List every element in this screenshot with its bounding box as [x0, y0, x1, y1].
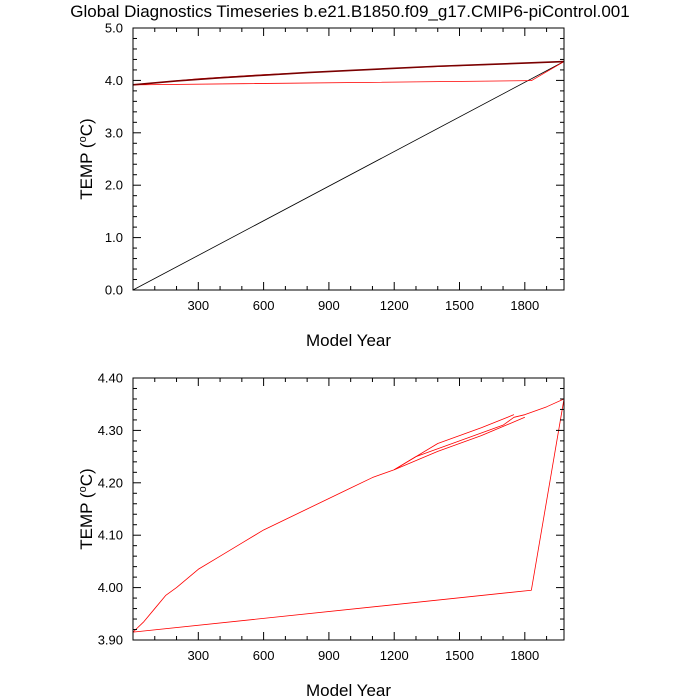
- y-tick-label: 3.90: [98, 633, 123, 648]
- series-line-red-lower: [394, 416, 525, 471]
- x-tick-label: 1200: [380, 298, 409, 313]
- y-tick-label: 3.0: [105, 125, 123, 140]
- y-tick-label: 4.30: [98, 423, 123, 438]
- x-tick-label: 600: [253, 648, 275, 663]
- x-tick-label: 900: [318, 648, 340, 663]
- bottom-panel-series: [133, 398, 564, 633]
- x-tick-label: 300: [187, 648, 209, 663]
- series-line-red: [133, 398, 564, 633]
- y-tick-label: 4.0: [105, 73, 123, 88]
- x-axis-title: Model Year: [306, 681, 391, 700]
- series-line-red-upper: [394, 414, 515, 471]
- x-tick-label: 1800: [510, 298, 539, 313]
- series-line-red: [133, 61, 564, 86]
- y-tick-label: 4.00: [98, 580, 123, 595]
- y-tick-label: 4.20: [98, 475, 123, 490]
- y-axis-title: TEMP (oC): [77, 468, 96, 549]
- x-axis-title: Model Year: [306, 331, 391, 350]
- y-tick-label: 5.0: [105, 21, 123, 36]
- chart-title: Global Diagnostics Timeseries b.e21.B185…: [70, 2, 630, 21]
- y-axis-title: TEMP (oC): [77, 118, 96, 199]
- x-tick-label: 1500: [445, 298, 474, 313]
- series-line-dark-red: [133, 60, 564, 86]
- x-tick-label: 1500: [445, 648, 474, 663]
- x-tick-label: 1800: [510, 648, 539, 663]
- x-tick-label: 600: [253, 298, 275, 313]
- top-panel-series: [133, 60, 564, 290]
- y-tick-label: 1.0: [105, 230, 123, 245]
- bottom-panel: 300 600 900 1200 1500 1800 3.90 4.00 4.10 4.20 4.3…: [77, 371, 565, 700]
- plot-frame: [132, 27, 565, 291]
- y-tick-label: 4.10: [98, 528, 123, 543]
- y-tick-label: 4.40: [98, 371, 123, 386]
- top-panel: 300 600 900 1200 1500 1800 0.0 1.0 2.0 3.0 4.0 5.0 M…: [77, 21, 565, 350]
- x-tick-label: 1200: [380, 648, 409, 663]
- x-tick-label: 300: [187, 298, 209, 313]
- plot-frame: [132, 377, 565, 641]
- y-tick-label: 2.0: [105, 178, 123, 193]
- y-tick-label: 0.0: [105, 283, 123, 298]
- x-tick-label: 900: [318, 298, 340, 313]
- series-line-black: [133, 61, 564, 290]
